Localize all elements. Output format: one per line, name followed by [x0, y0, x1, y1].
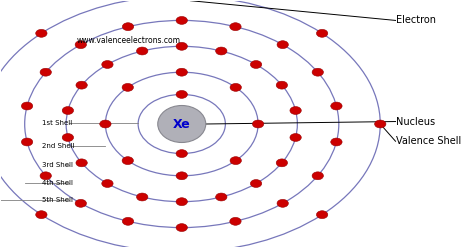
Ellipse shape [277, 199, 288, 207]
Ellipse shape [75, 199, 86, 207]
Ellipse shape [374, 120, 386, 128]
Ellipse shape [176, 91, 187, 98]
Ellipse shape [176, 150, 187, 157]
Ellipse shape [40, 68, 51, 76]
Ellipse shape [230, 83, 241, 91]
Ellipse shape [176, 42, 187, 50]
Ellipse shape [312, 68, 323, 76]
Ellipse shape [122, 217, 134, 225]
Ellipse shape [230, 23, 241, 31]
Ellipse shape [216, 193, 227, 201]
Ellipse shape [176, 198, 187, 206]
Text: Electron: Electron [395, 15, 436, 26]
Text: www.valenceelectrons.com: www.valenceelectrons.com [77, 36, 181, 45]
Ellipse shape [253, 120, 264, 128]
Ellipse shape [102, 61, 113, 68]
Ellipse shape [216, 47, 227, 55]
Ellipse shape [312, 172, 323, 180]
Text: 2nd Shell: 2nd Shell [42, 143, 75, 149]
Ellipse shape [36, 29, 47, 37]
Ellipse shape [36, 211, 47, 219]
Ellipse shape [317, 29, 328, 37]
Ellipse shape [230, 157, 241, 165]
Ellipse shape [331, 102, 342, 110]
Ellipse shape [276, 81, 288, 89]
Text: 3rd Shell: 3rd Shell [42, 162, 73, 168]
Ellipse shape [137, 193, 148, 201]
Ellipse shape [100, 120, 111, 128]
Ellipse shape [331, 138, 342, 146]
Ellipse shape [40, 172, 51, 180]
Ellipse shape [230, 217, 241, 225]
Ellipse shape [75, 41, 86, 49]
Ellipse shape [250, 180, 262, 187]
Ellipse shape [317, 211, 328, 219]
Ellipse shape [122, 23, 134, 31]
Ellipse shape [176, 224, 187, 232]
Text: 4th Shell: 4th Shell [42, 180, 73, 186]
Ellipse shape [62, 133, 73, 141]
Text: Nucleus: Nucleus [395, 117, 435, 126]
Text: Xe: Xe [173, 118, 191, 130]
Ellipse shape [176, 68, 187, 76]
Ellipse shape [137, 47, 148, 55]
Ellipse shape [122, 83, 134, 91]
Ellipse shape [158, 105, 206, 143]
Text: Valence Shell: Valence Shell [395, 136, 461, 146]
Ellipse shape [290, 133, 301, 141]
Ellipse shape [176, 16, 187, 24]
Text: 1st Shell: 1st Shell [42, 120, 73, 126]
Ellipse shape [76, 159, 87, 167]
Ellipse shape [21, 102, 33, 110]
Ellipse shape [62, 107, 73, 115]
Ellipse shape [250, 61, 262, 68]
Ellipse shape [76, 81, 87, 89]
Ellipse shape [276, 159, 288, 167]
Ellipse shape [21, 138, 33, 146]
Text: 5th Shell: 5th Shell [42, 197, 73, 203]
Ellipse shape [176, 172, 187, 180]
Ellipse shape [122, 157, 134, 165]
Ellipse shape [102, 180, 113, 187]
Ellipse shape [277, 41, 288, 49]
Ellipse shape [290, 107, 301, 115]
